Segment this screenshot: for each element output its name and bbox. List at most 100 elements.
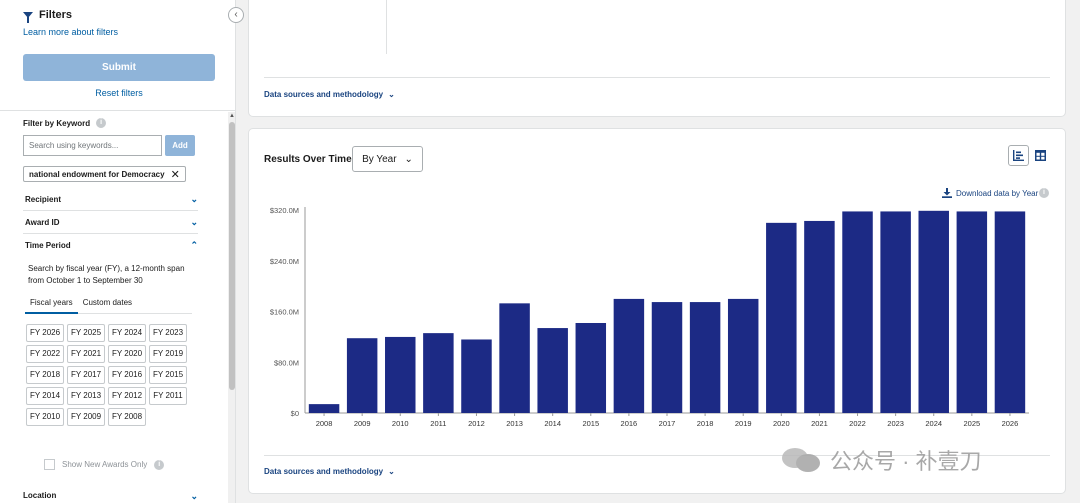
tab-custom-dates[interactable]: Custom dates xyxy=(82,298,133,307)
fiscal-year-option[interactable]: FY 2017 xyxy=(67,366,105,384)
bar-2012[interactable] xyxy=(461,339,492,413)
scroll-up-arrow-icon[interactable]: ▲ xyxy=(229,113,235,119)
x-tick-label: 2012 xyxy=(468,419,485,428)
x-tick-label: 2011 xyxy=(430,419,446,428)
table-view-button[interactable] xyxy=(1030,145,1051,166)
chevron-up-icon: ⌃ xyxy=(190,240,198,250)
info-icon[interactable]: i xyxy=(1039,188,1049,198)
bar-2011[interactable] xyxy=(423,333,454,413)
y-tick-label: $240.0M xyxy=(270,257,299,266)
chevron-down-icon: ⌄ xyxy=(190,216,198,227)
learn-more-link[interactable]: Learn more about filters xyxy=(23,27,119,37)
fiscal-year-option[interactable]: FY 2008 xyxy=(108,408,146,426)
accordion-location[interactable]: Location ⌄ xyxy=(23,491,198,502)
accordion-award-id[interactable]: Award ID ⌄ xyxy=(23,211,198,234)
collapse-sidebar-button[interactable]: ‹ xyxy=(228,7,244,23)
info-icon[interactable]: i xyxy=(96,118,107,128)
add-keyword-button[interactable]: Add xyxy=(165,135,195,156)
period-select[interactable]: By Year ⌄ xyxy=(352,146,423,172)
x-tick-label: 2024 xyxy=(925,419,942,428)
tab-fiscal-years[interactable]: Fiscal years xyxy=(25,297,78,314)
bar-2015[interactable] xyxy=(575,322,607,413)
show-new-awards-toggle[interactable]: Show New Awards Only i xyxy=(44,459,165,470)
funnel-icon xyxy=(23,12,33,23)
x-tick-label: 2021 xyxy=(811,419,828,428)
submit-button[interactable]: Submit xyxy=(23,54,215,81)
fiscal-year-option[interactable]: FY 2011 xyxy=(149,387,187,405)
divider xyxy=(0,110,235,111)
accordion-label: Time Period xyxy=(25,241,71,250)
accordion-label: Award ID xyxy=(25,217,60,227)
x-tick-label: 2022 xyxy=(849,419,866,428)
download-data-link[interactable]: Download data by Year xyxy=(942,188,1038,198)
x-tick-label: 2026 xyxy=(1002,419,1019,428)
bar-2009[interactable] xyxy=(346,338,378,413)
fiscal-year-option[interactable]: FY 2024 xyxy=(108,324,146,342)
checkbox[interactable] xyxy=(44,459,55,470)
filters-sidebar: Filters Learn more about filters Submit … xyxy=(0,0,236,503)
wechat-logo-icon xyxy=(782,446,822,474)
time-period-description: Search by fiscal year (FY), a 12-month s… xyxy=(28,264,185,285)
fiscal-year-option[interactable]: FY 2020 xyxy=(108,345,146,363)
bar-2022[interactable] xyxy=(842,211,873,413)
y-tick-label: $0 xyxy=(291,409,299,418)
fiscal-year-option[interactable]: FY 2009 xyxy=(67,408,105,426)
chevron-down-icon: ⌄ xyxy=(190,193,198,204)
bar-2020[interactable] xyxy=(766,222,797,413)
bar-2008[interactable] xyxy=(308,404,340,413)
x-tick-label: 2018 xyxy=(697,419,714,428)
keyword-label-text: Filter by Keyword xyxy=(23,118,91,128)
bar-2017[interactable] xyxy=(651,302,683,413)
time-period-tabs: Fiscal years Custom dates xyxy=(25,297,192,314)
filters-header: Filters xyxy=(23,9,73,23)
fiscal-year-option[interactable]: FY 2014 xyxy=(26,387,64,405)
bar-chart-view-button[interactable] xyxy=(1008,145,1029,166)
filters-title: Filters xyxy=(39,9,73,21)
chevron-down-icon: ⌄ xyxy=(190,491,198,501)
x-tick-label: 2025 xyxy=(963,419,980,428)
fiscal-year-option[interactable]: FY 2023 xyxy=(149,324,187,342)
bar-2021[interactable] xyxy=(804,220,835,413)
keyword-search-input[interactable]: Search using keywords... xyxy=(23,135,162,156)
fiscal-year-option[interactable]: FY 2022 xyxy=(26,345,64,363)
fiscal-year-option[interactable]: FY 2010 xyxy=(26,408,64,426)
data-sources-link[interactable]: Data sources and methodology ⌄ xyxy=(264,90,395,99)
info-icon[interactable]: i xyxy=(154,459,165,470)
y-tick-label: $80.0M xyxy=(274,358,299,367)
fiscal-year-option[interactable]: FY 2015 xyxy=(149,366,187,384)
accordion-label: Location xyxy=(23,491,57,500)
fiscal-year-option[interactable]: FY 2019 xyxy=(149,345,187,363)
fiscal-year-option[interactable]: FY 2026 xyxy=(26,324,64,342)
bar-2026[interactable] xyxy=(994,211,1026,413)
results-bar-chart: $0 $80.0M $160.0M $240.0M $320.0M 2008 2009 201… xyxy=(270,206,1029,428)
data-sources-label: Data sources and methodology xyxy=(264,467,384,476)
fiscal-year-option[interactable]: FY 2012 xyxy=(108,387,146,405)
fiscal-year-option[interactable]: FY 2025 xyxy=(67,324,105,342)
remove-chip-icon[interactable]: ✕ xyxy=(170,168,180,181)
fiscal-year-option[interactable]: FY 2013 xyxy=(67,387,105,405)
bar-2023[interactable] xyxy=(880,211,911,413)
accordion-label: Recipient xyxy=(25,194,62,204)
fiscal-year-option[interactable]: FY 2018 xyxy=(26,366,64,384)
accordion-recipient[interactable]: Recipient ⌄ xyxy=(23,188,198,211)
x-tick-label: 2013 xyxy=(506,419,523,428)
bar-2010[interactable] xyxy=(385,336,416,413)
bar-2016[interactable] xyxy=(613,298,645,413)
chevron-down-icon: ⌄ xyxy=(388,467,395,476)
reset-filters-link[interactable]: Reset filters xyxy=(95,88,143,98)
fiscal-year-option[interactable]: FY 2021 xyxy=(67,345,105,363)
bar-2014[interactable] xyxy=(537,328,568,413)
data-sources-link[interactable]: Data sources and methodology ⌄ xyxy=(264,467,395,476)
bar-2025[interactable] xyxy=(956,211,988,413)
bar-2013[interactable] xyxy=(499,303,530,413)
accordion-time-period[interactable]: Time Period ⌃ xyxy=(23,234,198,257)
bar-chart-icon xyxy=(1013,150,1024,161)
scrollbar-thumb[interactable] xyxy=(229,122,235,390)
bar-2018[interactable] xyxy=(689,302,721,413)
bar-2024[interactable] xyxy=(918,210,949,413)
table-icon xyxy=(1035,150,1046,161)
bar-2019[interactable] xyxy=(727,298,759,413)
fiscal-year-option[interactable]: FY 2016 xyxy=(108,366,146,384)
x-tick-label: 2010 xyxy=(392,419,409,428)
watermark-text: 公众号 · 补壹刀 xyxy=(830,449,982,474)
